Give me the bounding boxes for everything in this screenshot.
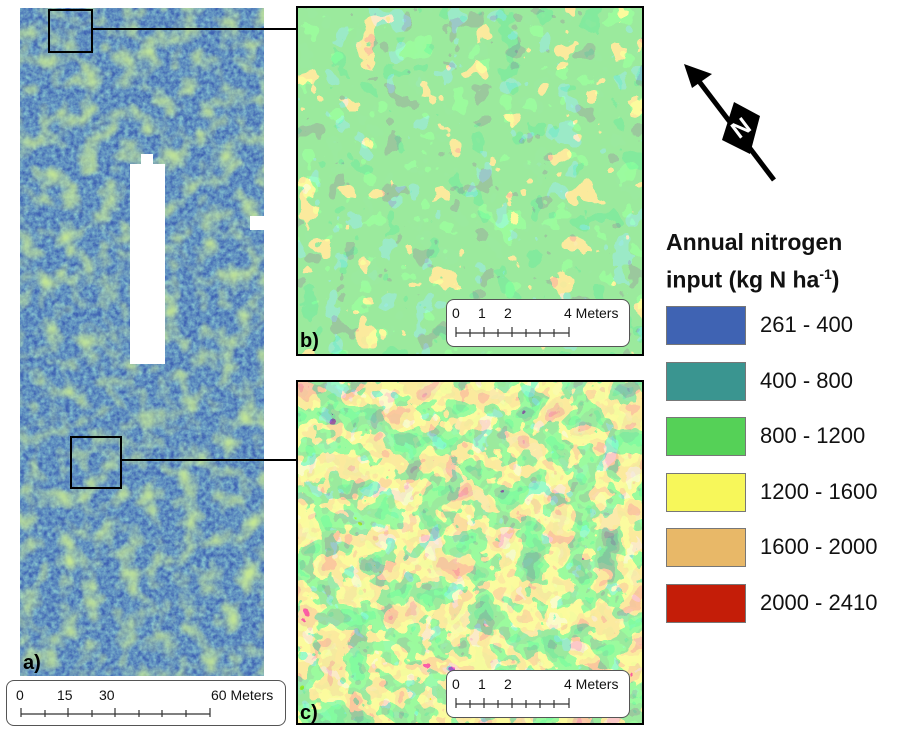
- scale-bar-main: 0 15 30 60 Meters: [6, 680, 286, 726]
- legend-label: 261 - 400: [760, 312, 853, 337]
- panel-label-c: c): [300, 702, 318, 724]
- main-map: [20, 8, 264, 676]
- building-gap: [130, 154, 165, 364]
- scale-tick-label: 0: [452, 305, 460, 321]
- scale-bar-c: 0 1 2 4 Meters: [446, 670, 630, 718]
- inset-map-c: [296, 380, 644, 725]
- legend-swatch: [666, 472, 746, 512]
- legend-label: 2000 - 2410: [760, 589, 878, 615]
- scale-tick-label: 2: [504, 305, 512, 321]
- legend-label: 1600 - 2000: [760, 534, 878, 559]
- legend-swatch: [666, 361, 746, 401]
- inset-map-b: [296, 6, 644, 356]
- legend-title: Annual nitrogen input (kg N ha-1): [666, 226, 916, 296]
- scale-tick-label: 60 Meters: [211, 687, 273, 703]
- panel-label-a: a): [23, 652, 41, 674]
- scale-tick-label: 2: [504, 676, 512, 692]
- scale-tick-label: 0: [16, 687, 24, 703]
- legend-title-line1: Annual nitrogen: [666, 229, 843, 255]
- zoom-box-c: [70, 436, 122, 489]
- scale-tick-label: 30: [99, 687, 115, 703]
- north-arrow-icon: N: [684, 64, 776, 182]
- scale-tick-label: 4 Meters: [564, 305, 618, 321]
- zoom-box-b: [48, 9, 93, 53]
- legend-label: 400 - 800: [760, 367, 853, 393]
- legend-label: 800 - 1200: [760, 423, 866, 448]
- legend-swatch: [666, 583, 746, 623]
- legend-swatch: [666, 528, 746, 567]
- legend-swatch: [666, 306, 746, 345]
- scale-tick-label: 15: [57, 687, 73, 703]
- scale-tick-label: 0: [452, 676, 460, 692]
- scale-bar-b: 0 1 2 4 Meters: [446, 299, 630, 347]
- legend-label: 1200 - 1600: [760, 478, 878, 504]
- scale-tick-label: 1: [478, 676, 486, 692]
- scale-tick-label: 4 Meters: [564, 676, 618, 692]
- legend-swatch: [666, 417, 746, 456]
- scale-tick-label: 1: [478, 305, 486, 321]
- legend-title-line2: input (kg N ha-1): [666, 266, 840, 293]
- panel-label-b: b): [300, 330, 319, 352]
